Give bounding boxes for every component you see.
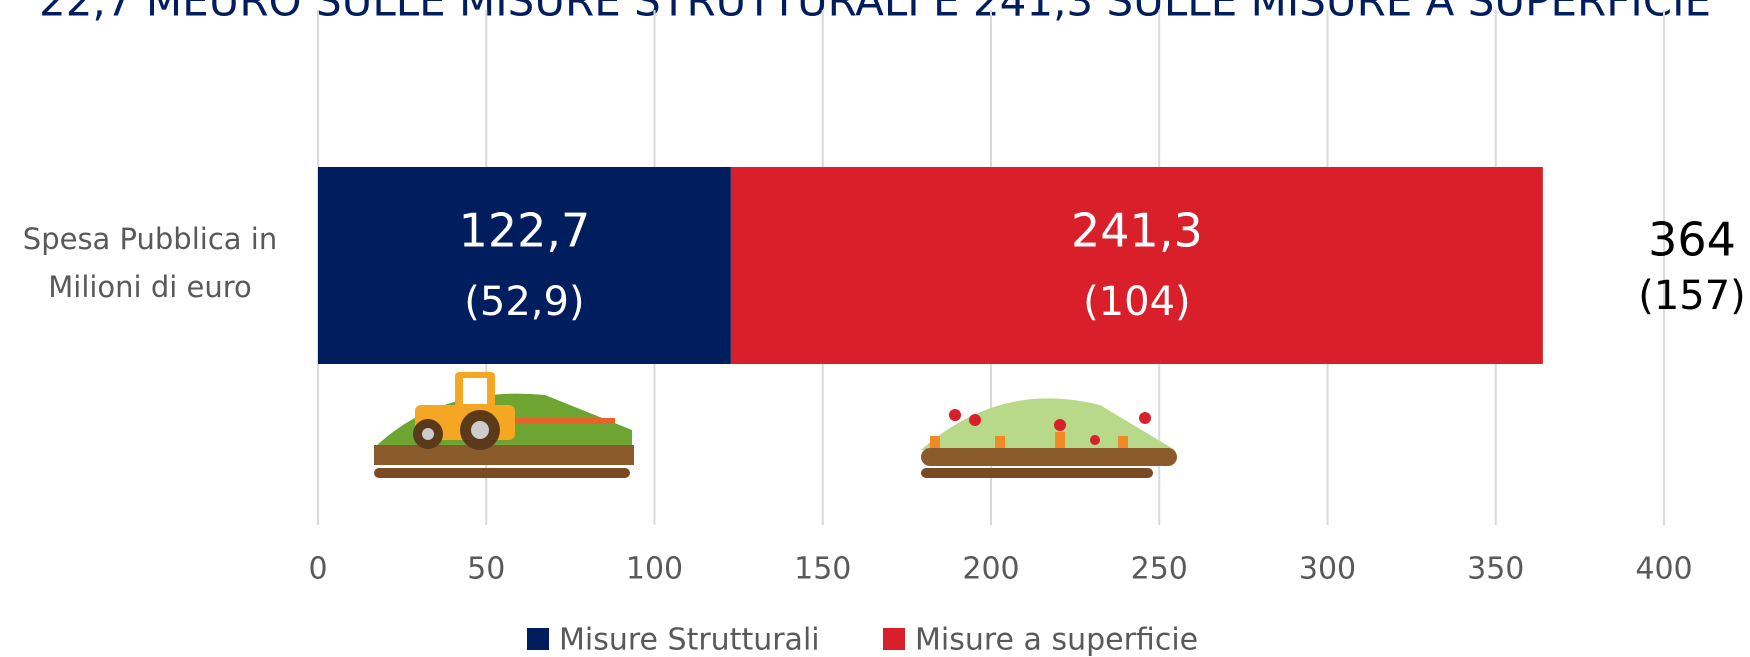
legend-swatch [883,628,905,650]
x-tick-label: 50 [467,552,505,587]
x-tick-label: 100 [626,552,683,587]
legend-swatch [527,628,549,650]
x-tick-label: 300 [1299,552,1356,587]
sub-value-label: (104) [1083,279,1191,325]
bar-segment [318,167,731,364]
x-tick-label: 250 [1131,552,1188,587]
bar-segment [730,167,1543,364]
x-tick-label: 150 [794,552,851,587]
total-sub-label: (157) [1638,273,1746,319]
sub-value-label: (52,9) [464,279,584,325]
tractor-illustration [374,372,634,478]
value-label: 241,3 [1071,204,1203,258]
category-label: Spesa Pubblica in Milioni di euro [22,222,278,304]
chart-title: 22,7 MEURO SULLE MISURE STRUTTURALI E 24… [39,0,1711,26]
x-tick-label: 200 [962,552,1019,587]
x-tick-label: 350 [1467,552,1524,587]
legend-label: Misure a superficie [915,623,1198,657]
x-tick-label: 0 [308,552,327,587]
x-tick-label: 400 [1635,552,1692,587]
total-label: 364 [1648,213,1736,267]
value-label: 122,7 [459,204,591,258]
legend-label: Misure Strutturali [559,623,820,657]
vegetables-illustration [921,398,1177,478]
